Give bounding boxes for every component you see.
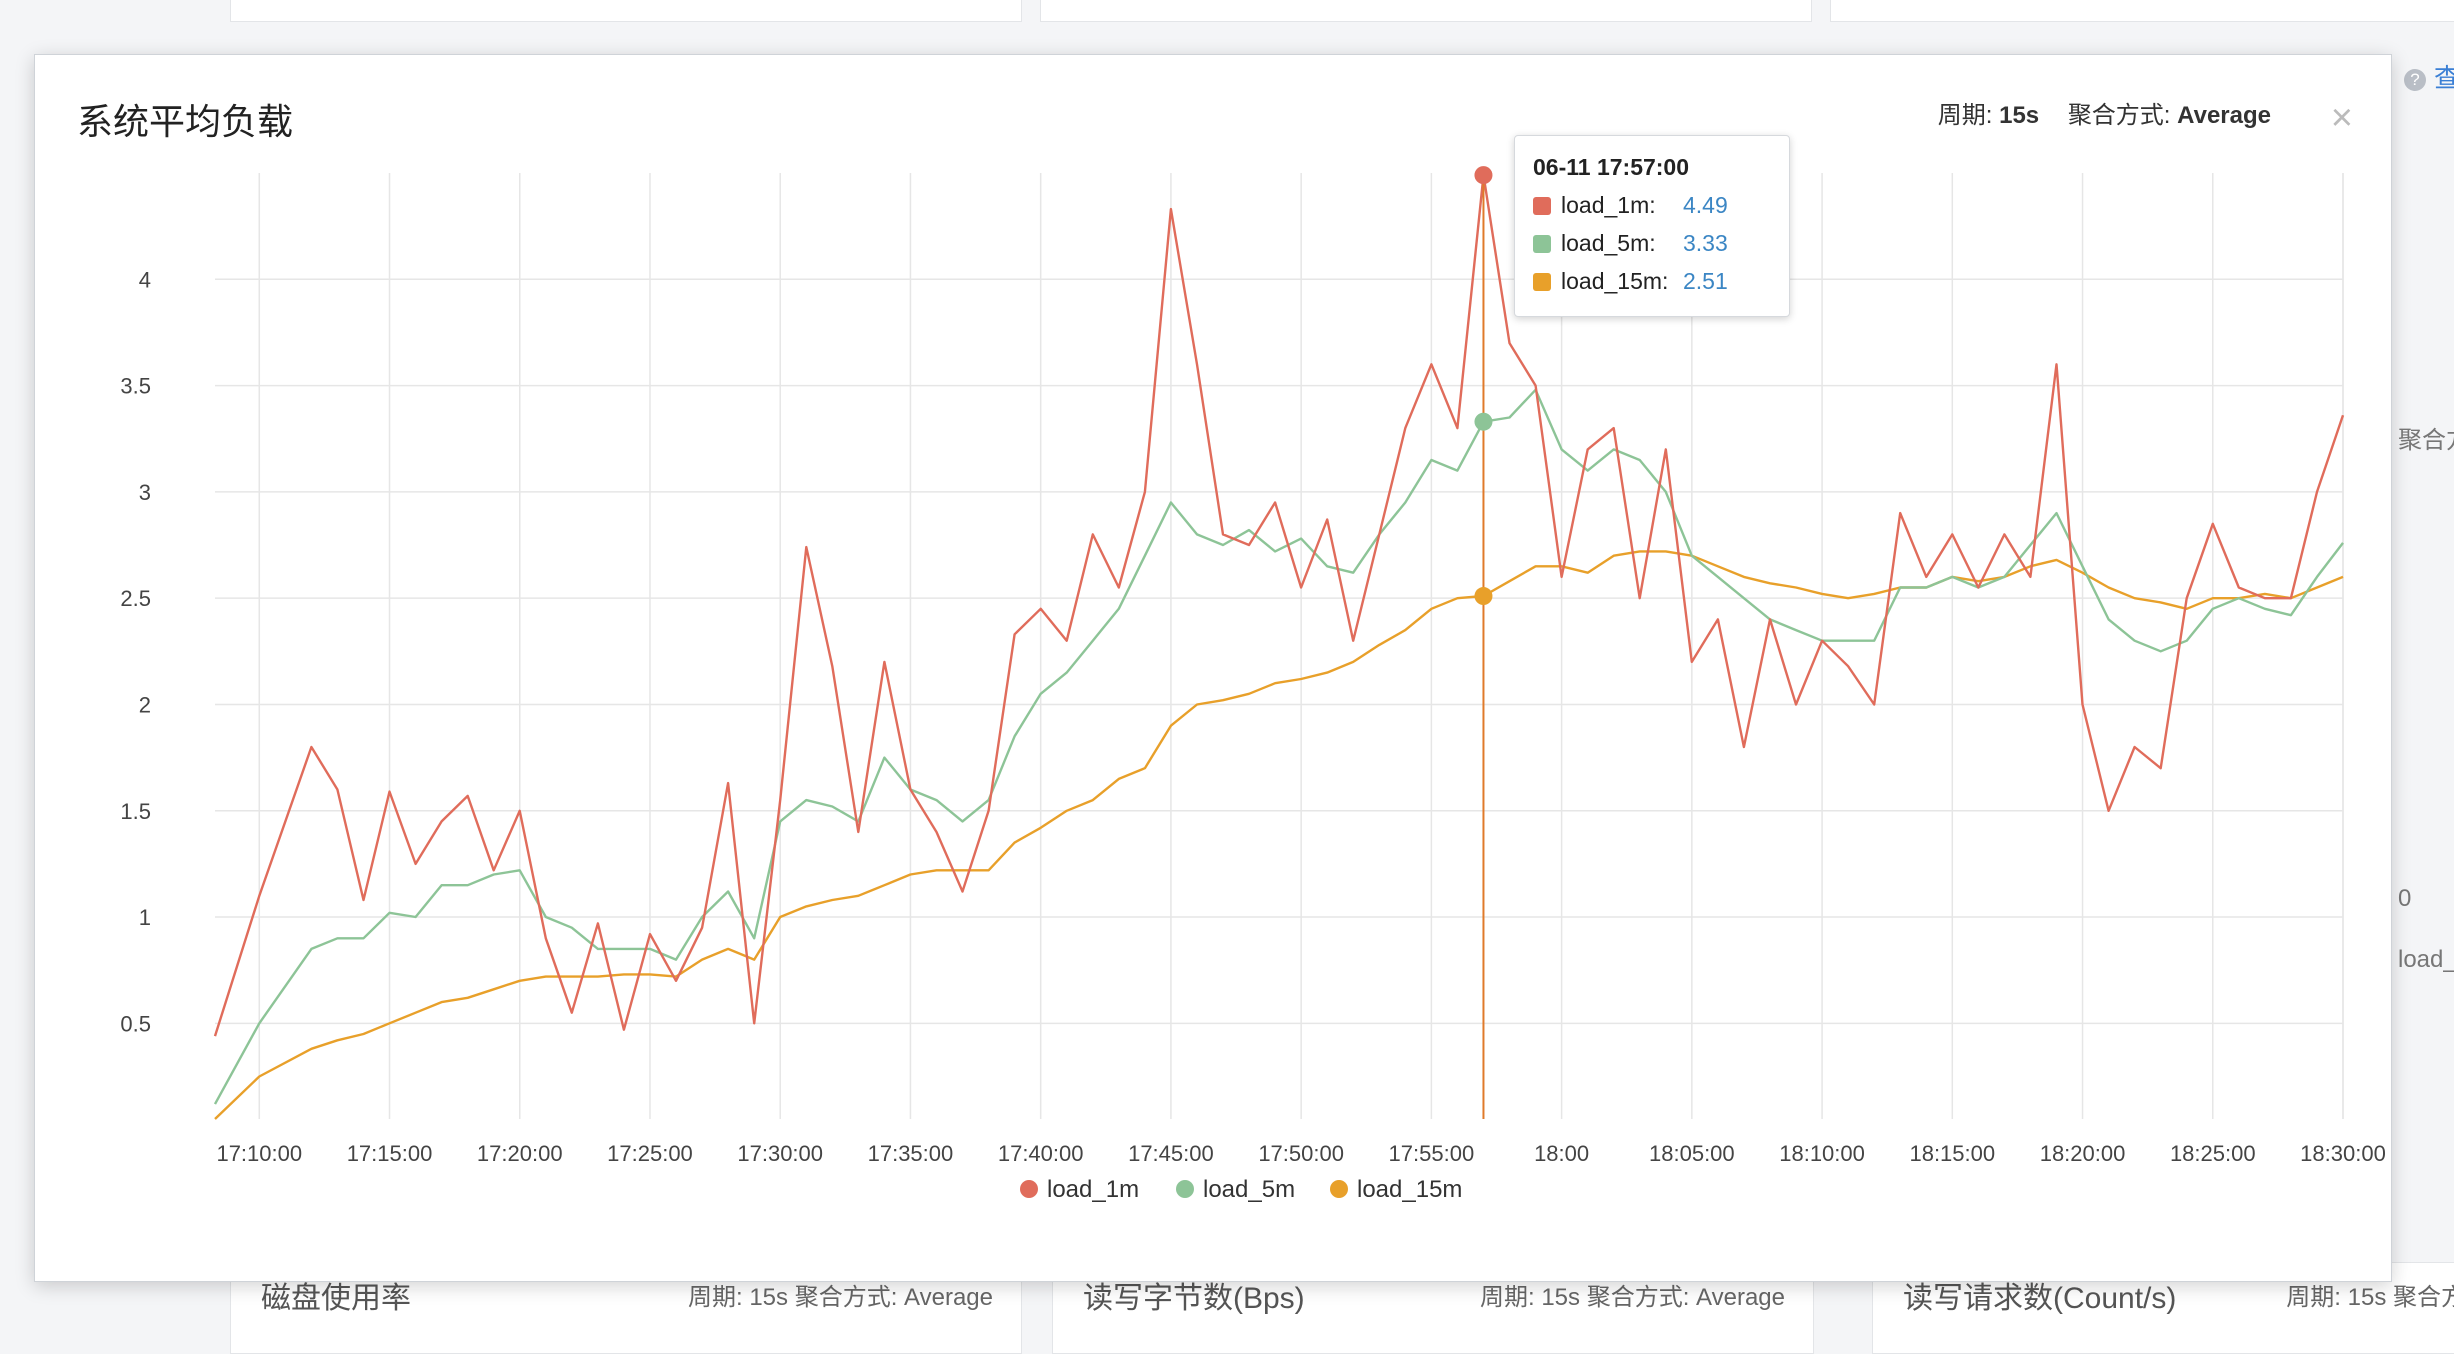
y-axis: 0.5 1 1.5 2 2.5 3 3.5 4 — [120, 267, 151, 1036]
x-tick-label: 18:00 — [1534, 1141, 1589, 1166]
background-side-legend: load_ — [2398, 946, 2454, 973]
x-tick-label: 18:30:00 — [2300, 1141, 2386, 1166]
y-tick-label: 4 — [139, 267, 151, 292]
tooltip-row-load-15m: load_15m: 2.51 — [1533, 268, 1773, 295]
chart-grid — [215, 173, 2344, 1119]
legend-item-load-5m[interactable]: load_5m — [1176, 1176, 1295, 1203]
background-card-top-3 — [1830, 0, 2454, 22]
legend-dot — [1176, 1180, 1194, 1198]
x-tick-label: 17:20:00 — [477, 1141, 563, 1166]
chart-tooltip: 06-11 17:57:00 load_1m: 4.49 load_5m: 3.… — [1514, 135, 1790, 317]
close-icon[interactable]: × — [2330, 97, 2353, 139]
legend-label: load_15m — [1357, 1176, 1462, 1203]
hover-dot-load-15m — [1474, 587, 1493, 606]
aggregation-label: 聚合方式: — [2067, 102, 2171, 129]
y-tick-label: 2.5 — [120, 586, 151, 611]
tooltip-swatch — [1533, 235, 1551, 253]
tooltip-series-name: load_1m: — [1561, 192, 1656, 218]
x-tick-label: 17:50:00 — [1258, 1141, 1344, 1166]
tooltip-series-name: load_15m: — [1561, 268, 1669, 294]
y-tick-label: 0.5 — [120, 1011, 151, 1036]
period-value: 15s — [1999, 102, 2040, 129]
chart-modal: 系统平均负载 周期: 15s 聚合方式: Average × 0.5 1 1.5 2 2… — [34, 54, 2392, 1282]
x-tick-label: 18:10:00 — [1779, 1141, 1865, 1166]
modal-title: 系统平均负载 — [77, 101, 294, 142]
legend-item-load-1m[interactable]: load_1m — [1020, 1176, 1139, 1203]
background-card-top-2 — [1040, 0, 1812, 22]
background-card-title: 读写字节数(Bps) — [1083, 1282, 1305, 1315]
x-tick-label: 17:30:00 — [737, 1141, 823, 1166]
tooltip-swatch — [1533, 273, 1551, 291]
x-tick-label: 18:15:00 — [1909, 1141, 1995, 1166]
hover-dot-load-1m — [1474, 166, 1493, 185]
modal-meta: 周期: 15s 聚合方式: Average — [1938, 95, 2271, 130]
background-card-meta: 周期: 15s 聚合方式: Average — [1480, 1284, 1785, 1311]
legend-dot — [1330, 1180, 1348, 1198]
background-card-top-1 — [230, 0, 1022, 22]
x-axis: 17:10:00 17:15:00 17:20:00 17:25:00 17:30:00… — [216, 1141, 2385, 1166]
x-tick-label: 17:45:00 — [1128, 1141, 1214, 1166]
background-side-agg: 聚合方 — [2398, 427, 2454, 454]
tooltip-series-value: 4.49 — [1683, 192, 1728, 218]
legend-label: load_1m — [1047, 1176, 1139, 1203]
x-tick-label: 17:40:00 — [998, 1141, 1084, 1166]
background-help-link[interactable]: ? 查 — [2404, 58, 2454, 95]
y-tick-label: 2 — [139, 692, 151, 717]
tooltip-series-name: load_5m: — [1561, 230, 1656, 256]
hover-dot-load-5m — [1474, 412, 1493, 431]
hover-crosshair — [1474, 166, 1493, 1119]
period-label: 周期: — [1937, 102, 1993, 129]
tooltip-swatch — [1533, 197, 1551, 215]
tooltip-time: 06-11 17:57:00 — [1533, 154, 1690, 180]
series-line-load-5m — [213, 388, 2344, 1105]
x-tick-label: 18:05:00 — [1649, 1141, 1735, 1166]
x-tick-label: 17:10:00 — [216, 1141, 302, 1166]
tooltip-row-load-1m: load_1m: 4.49 — [1533, 192, 1773, 219]
x-tick-label: 18:25:00 — [2170, 1141, 2256, 1166]
chart-legend[interactable]: load_1m load_5m load_15m — [1020, 1176, 1462, 1203]
background-card-title: 磁盘使用率 — [261, 1282, 411, 1315]
question-icon: ? — [2404, 69, 2426, 91]
y-tick-label: 1.5 — [120, 799, 151, 824]
legend-item-load-15m[interactable]: load_15m — [1330, 1176, 1462, 1203]
series-lines — [213, 173, 2345, 1120]
background-side-zero: 0 — [2398, 885, 2412, 912]
background-card-meta: 周期: 15s 聚合方式: Average — [688, 1284, 993, 1311]
background-card-meta: 周期: 15s 聚合方 — [2286, 1284, 2454, 1311]
x-tick-label: 17:25:00 — [607, 1141, 693, 1166]
legend-dot — [1020, 1180, 1038, 1198]
background-help-label: 查 — [2434, 63, 2454, 93]
x-tick-label: 17:35:00 — [868, 1141, 954, 1166]
tooltip-series-value: 2.51 — [1683, 268, 1728, 294]
x-tick-label: 17:55:00 — [1389, 1141, 1475, 1166]
x-tick-label: 18:20:00 — [2040, 1141, 2126, 1166]
y-tick-label: 1 — [139, 905, 151, 930]
series-line-load-1m — [213, 173, 2345, 1037]
load-line-chart[interactable]: 0.5 1 1.5 2 2.5 3 3.5 4 17:10:00 17:15:00 17:20:0… — [35, 55, 2391, 1281]
legend-label: load_5m — [1203, 1176, 1295, 1203]
aggregation-value: Average — [2177, 102, 2271, 129]
x-tick-label: 17:15:00 — [347, 1141, 433, 1166]
y-tick-label: 3.5 — [120, 374, 151, 399]
series-line-load-15m — [214, 550, 2344, 1120]
tooltip-series-value: 3.33 — [1683, 230, 1728, 256]
y-tick-label: 3 — [139, 480, 151, 505]
tooltip-row-load-5m: load_5m: 3.33 — [1533, 230, 1773, 257]
background-card-title: 读写请求数(Count/s) — [1903, 1282, 2177, 1315]
